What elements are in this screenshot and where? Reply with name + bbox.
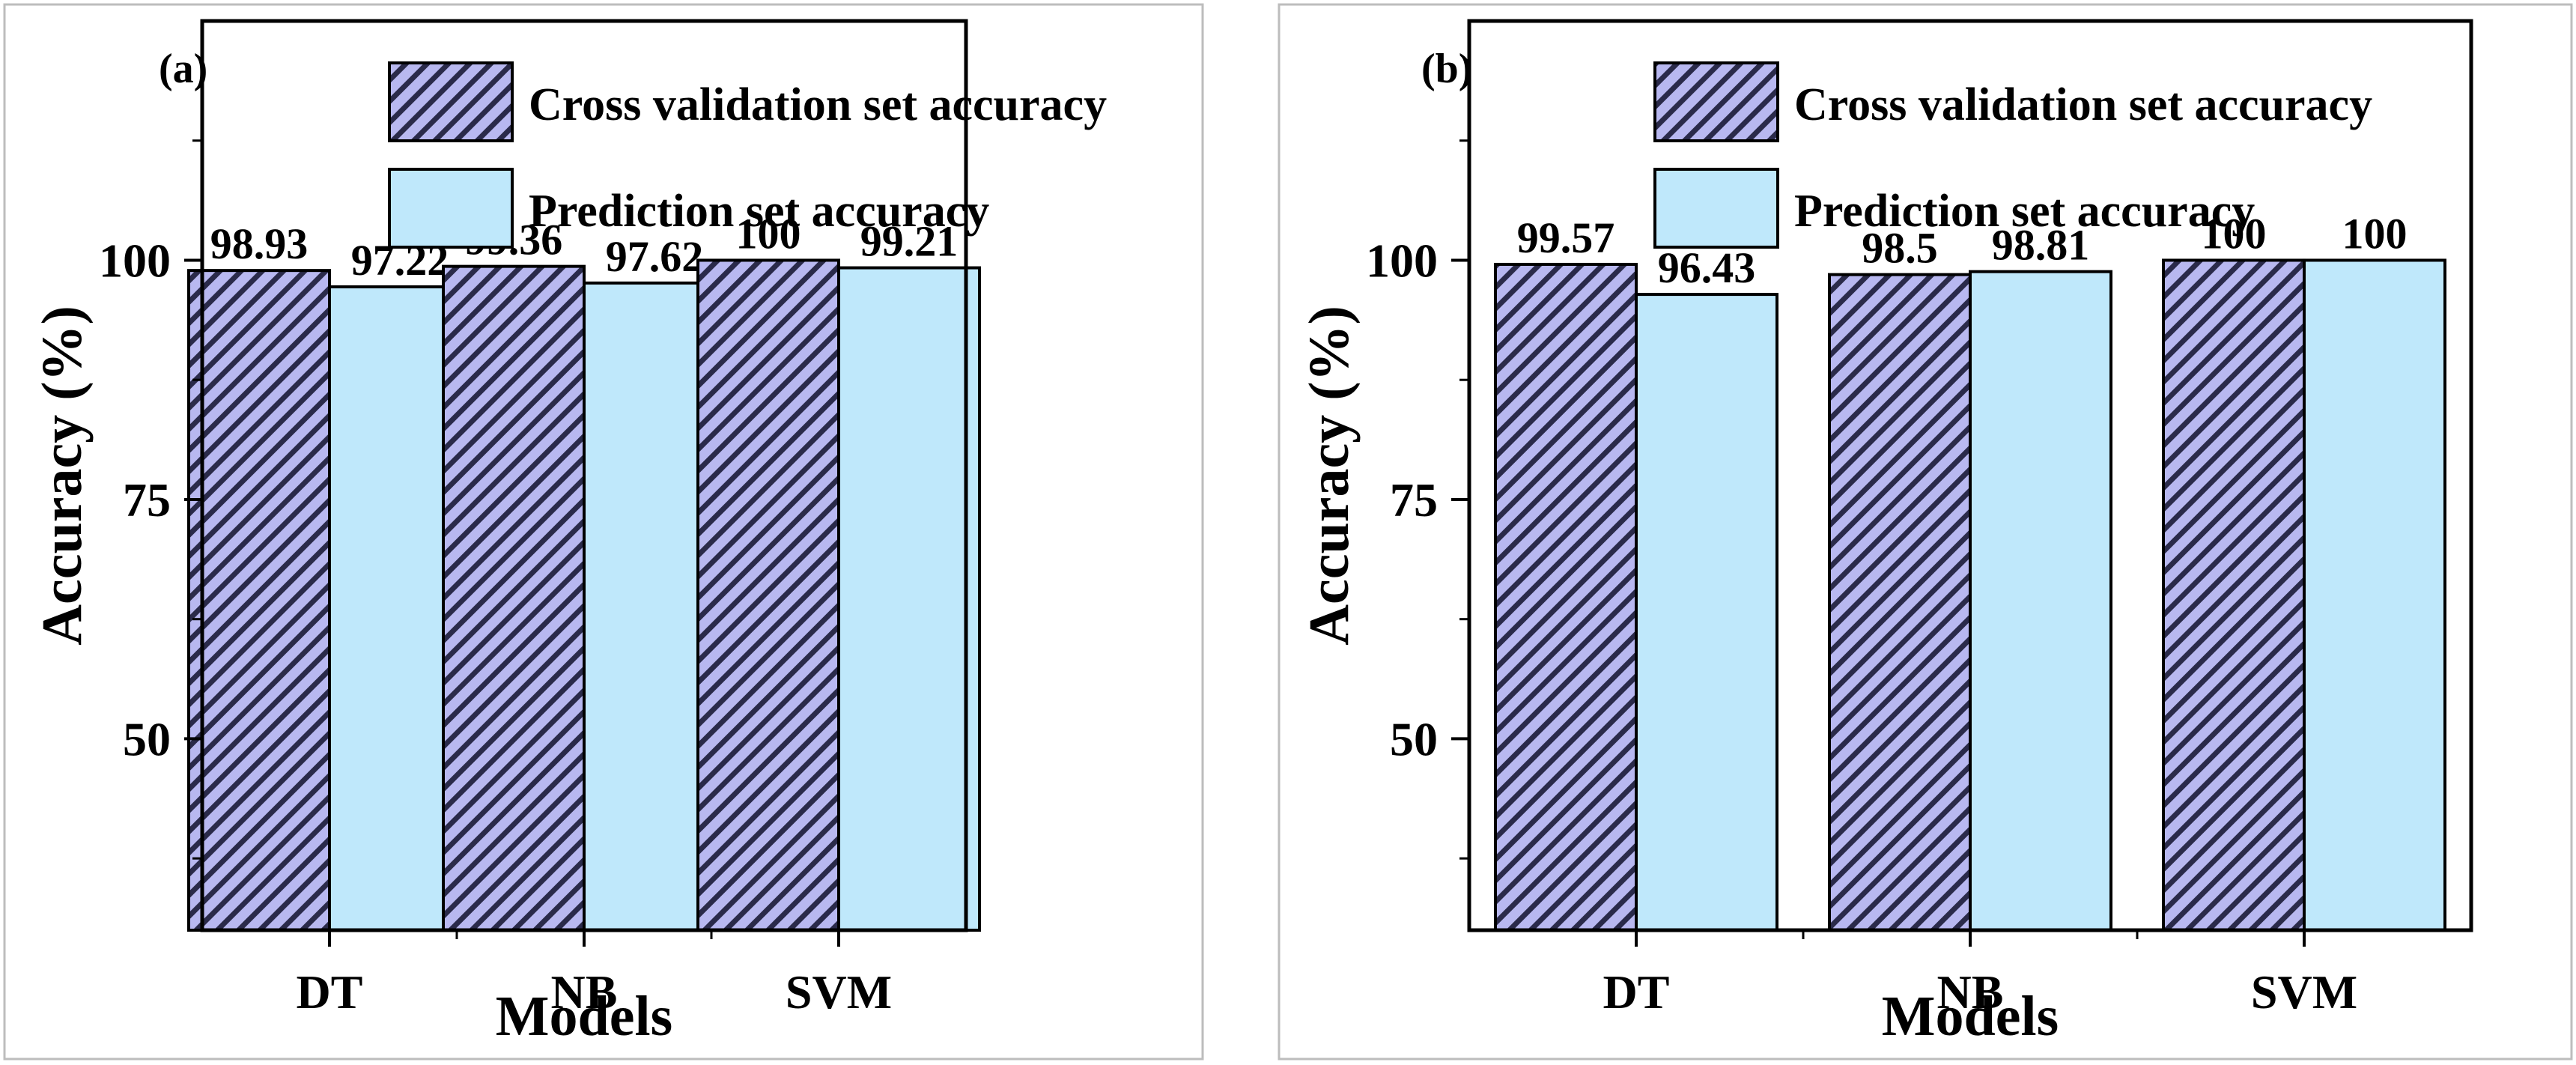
legend: Cross validation set accuracy Prediction … <box>388 61 1107 249</box>
x-tick-label-nb: NB <box>1937 965 2004 1019</box>
panel-label: (b) <box>1421 46 1472 92</box>
prediction-bar-dt <box>1635 293 1778 932</box>
cross-validation-value-svm: 100 <box>2202 209 2267 258</box>
legend-swatch-cross-validation <box>388 61 514 142</box>
y-tick-label-100: 100 <box>1366 234 1438 287</box>
prediction-value-svm: 99.21 <box>860 217 959 266</box>
panel-border <box>1278 3 2573 1061</box>
legend: Cross validation set accuracy Prediction … <box>1653 61 2372 249</box>
cross-validation-bar-svm <box>2162 258 2306 932</box>
x-tick-label-svm: SVM <box>786 965 892 1019</box>
cross-validation-bar-svm <box>696 258 840 932</box>
y-tick-label-75: 75 <box>1390 473 1438 527</box>
cross-validation-value-nb: 98.5 <box>1862 224 1938 273</box>
cross-validation-bar-nb <box>1828 273 1972 932</box>
plot-frame <box>1467 19 2473 932</box>
x-tick-label-nb: NB <box>551 965 618 1019</box>
cross-validation-bar-dt <box>1494 262 1638 932</box>
prediction-bar-svm <box>2303 258 2446 932</box>
cross-validation-value-dt: 98.93 <box>210 219 309 268</box>
x-axis-title: Models <box>1882 985 2059 1048</box>
cross-validation-bar-nb <box>442 264 586 932</box>
legend-swatch-prediction <box>1653 168 1779 249</box>
legend-swatch-prediction <box>388 168 514 249</box>
legend-label-cross-validation: Cross validation set accuracy <box>529 79 1107 130</box>
prediction-bar-svm <box>837 266 981 932</box>
prediction-value-nb: 97.62 <box>606 232 704 281</box>
chart-panel-b: 99.57 96.43 DT 98.5 98.81 NB 100 100 SVM 50 75 100 M… <box>1278 3 2573 1061</box>
cross-validation-value-svm: 100 <box>736 209 801 258</box>
y-axis-title: Accuracy (%) <box>31 306 94 646</box>
panel-border <box>3 3 1204 1061</box>
panel-label: (a) <box>159 46 207 92</box>
panels-layer: 98.9397.22DT99.3697.62NB10099.21SVM50751… <box>3 3 2573 1061</box>
y-tick-label-75: 75 <box>123 473 171 527</box>
x-tick-label-dt: DT <box>1603 965 1670 1019</box>
y-axis-title: Accuracy (%) <box>1298 306 1361 646</box>
prediction-value-dt: 96.43 <box>1658 243 1756 292</box>
legend-label-prediction: Prediction set accuracy <box>529 186 989 237</box>
legend-label-prediction: Prediction set accuracy <box>1794 186 2255 237</box>
chart-panel-a: 98.9397.22DT99.3697.62NB10099.21SVM50751… <box>3 3 1204 1061</box>
y-tick-label-50: 50 <box>123 712 171 765</box>
prediction-value-nb: 98.81 <box>1992 221 2090 270</box>
plot-frame <box>200 19 968 932</box>
prediction-bar-nb <box>1969 270 2112 932</box>
y-tick-label-100: 100 <box>99 234 171 287</box>
x-axis-title: Models <box>496 985 672 1048</box>
prediction-value-svm: 100 <box>2342 209 2408 258</box>
cross-validation-bar-dt <box>187 269 331 932</box>
legend-swatch-cross-validation <box>1653 61 1779 142</box>
x-tick-label-dt: DT <box>297 965 363 1019</box>
cross-validation-value-dt: 99.57 <box>1517 213 1615 262</box>
y-tick-label-50: 50 <box>1390 712 1438 765</box>
legend-label-cross-validation: Cross validation set accuracy <box>1794 79 2372 130</box>
x-tick-label-svm: SVM <box>2251 965 2357 1019</box>
